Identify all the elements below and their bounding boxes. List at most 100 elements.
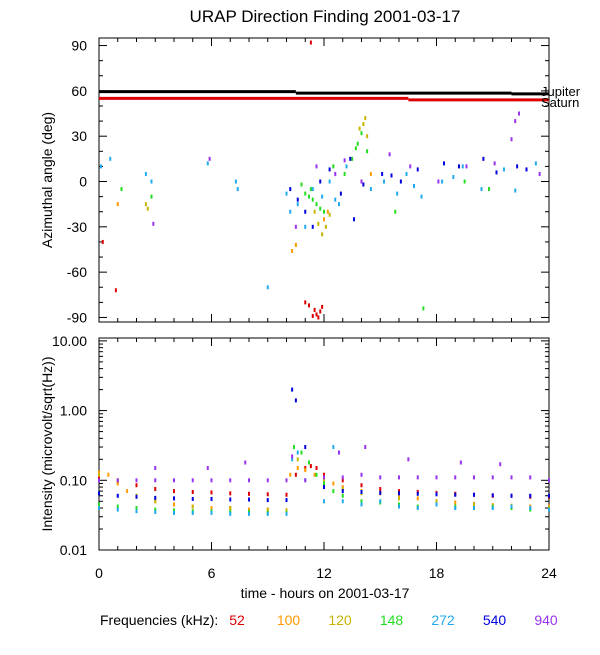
data-point [308, 194, 310, 199]
data-point [116, 202, 119, 207]
series-272 [98, 445, 550, 516]
azimuth-y-axis-label: Azimuthal angle (deg) [39, 112, 55, 248]
data-point [323, 499, 325, 504]
data-point [296, 197, 299, 202]
data-point [398, 504, 400, 509]
data-point [364, 445, 367, 450]
data-point [328, 212, 331, 217]
data-point [360, 131, 363, 136]
data-point [191, 504, 194, 509]
data-point [248, 511, 250, 516]
data-point [191, 510, 194, 515]
data-point [154, 495, 157, 500]
data-point [304, 445, 307, 450]
data-point [266, 478, 269, 483]
legend-entry-52: 52 [229, 612, 245, 628]
data-point [399, 179, 402, 184]
azimuth-panel: -90 -60 -30 0 30 60 90 Azimuthal angle (deg) Jup… [39, 37, 581, 325]
x-tick-label: 18 [429, 565, 445, 581]
intensity-panel: 0 6 12 18 24 0.01 0.10 1.00 10.00 Intensity (micr… [39, 333, 557, 581]
data-point [99, 164, 102, 169]
data-point [493, 161, 496, 166]
data-point [114, 288, 117, 293]
data-point [332, 489, 335, 494]
y-tick-label: 30 [71, 128, 87, 144]
x-tick-label: 24 [541, 565, 557, 581]
data-point [394, 209, 397, 214]
legend-entry-148: 148 [380, 612, 404, 628]
data-point [332, 481, 335, 486]
data-point [98, 478, 100, 483]
reference-label-jupiter: Jupiter [541, 84, 581, 99]
data-point [173, 508, 175, 513]
data-point [548, 507, 550, 512]
data-point [210, 478, 213, 483]
data-point [311, 187, 314, 192]
data-point [405, 171, 408, 176]
data-point [191, 496, 194, 501]
data-point [285, 498, 288, 503]
data-point [135, 483, 138, 488]
data-point [289, 472, 292, 477]
data-point [309, 187, 312, 192]
data-point [116, 493, 119, 498]
data-point [416, 167, 419, 172]
data-point [144, 202, 147, 207]
data-point [452, 174, 455, 179]
data-point [317, 221, 320, 226]
data-point [473, 475, 475, 480]
data-point [296, 466, 299, 471]
data-point [285, 508, 288, 513]
y-tick-label: 90 [71, 38, 87, 54]
x-tick-label: 0 [95, 565, 103, 581]
data-point [304, 209, 307, 214]
y-tick-label: 1.00 [60, 403, 87, 419]
data-point [529, 493, 532, 498]
data-point [154, 466, 157, 471]
data-point [289, 187, 292, 192]
data-point [315, 312, 318, 317]
data-point [390, 173, 393, 178]
data-point [234, 179, 237, 184]
data-point [266, 511, 269, 516]
data-point [210, 506, 213, 511]
data-point [458, 164, 460, 169]
reference-label-saturn: Saturn [541, 95, 579, 110]
data-point [304, 478, 307, 483]
data-point [289, 209, 292, 214]
data-point [529, 475, 532, 480]
data-point [308, 460, 310, 465]
data-point [358, 126, 361, 131]
y-tick-label: 0.01 [60, 542, 87, 558]
data-point [304, 300, 307, 305]
data-point [304, 468, 307, 473]
data-point [362, 182, 365, 187]
data-point [443, 161, 445, 166]
data-point [323, 478, 325, 483]
data-point [379, 487, 382, 492]
data-point [491, 493, 494, 498]
data-point [208, 156, 211, 161]
data-point [116, 504, 119, 509]
data-point [332, 164, 335, 169]
data-point [285, 478, 288, 483]
data-point [341, 489, 344, 494]
series-272 [99, 156, 537, 290]
data-point [407, 457, 410, 462]
data-point [396, 191, 399, 196]
data-point [317, 315, 320, 320]
data-point [356, 141, 359, 146]
data-point [482, 156, 485, 161]
data-point [116, 507, 119, 512]
data-point [236, 187, 239, 192]
data-point [503, 167, 505, 172]
legend-entry-120: 120 [328, 612, 352, 628]
data-point [210, 490, 213, 495]
data-point [98, 470, 100, 475]
data-point [435, 499, 438, 504]
data-point [437, 179, 440, 184]
data-point [291, 387, 294, 392]
data-point [435, 475, 438, 480]
data-point [323, 217, 325, 222]
data-point [518, 111, 520, 116]
